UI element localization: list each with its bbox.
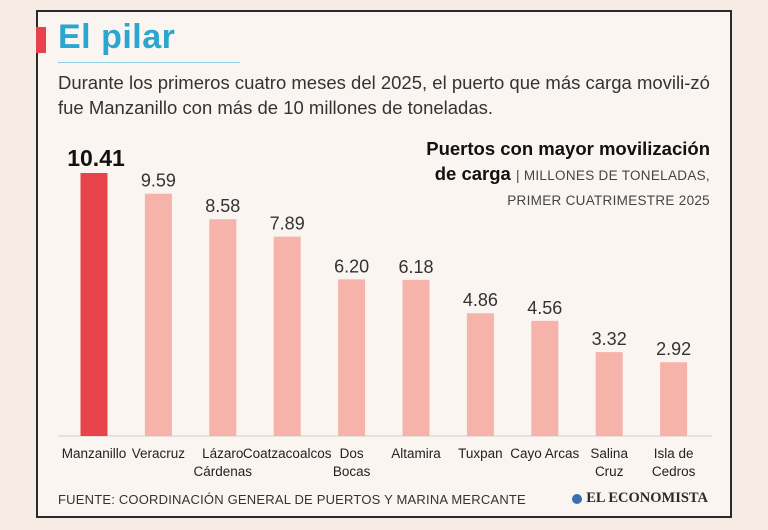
bar-2: [209, 219, 237, 436]
title-accent-marker: [36, 27, 46, 53]
category-label-3-0: Coatzacoalcos: [243, 446, 332, 461]
brand-logo: EL ECONOMISTA: [572, 490, 708, 507]
bar-8: [595, 352, 623, 436]
source-note: FUENTE: COORDINACIÓN GENERAL DE PUERTOS …: [58, 492, 526, 507]
value-label-2: 8.58: [205, 196, 240, 216]
value-label-0: 10.41: [67, 145, 125, 171]
value-label-8: 3.32: [592, 329, 627, 349]
chart-heading: Puertos con mayor movilización de carga …: [426, 136, 710, 213]
bar-4: [338, 279, 366, 436]
category-label-4-0: Dos: [340, 446, 364, 461]
chart-heading-line1: Puertos con mayor movilización: [426, 138, 710, 159]
category-label-7-0: Cayo Arcas: [510, 446, 579, 461]
value-label-7: 4.56: [527, 298, 562, 318]
category-label-2-0: Lázaro: [202, 446, 243, 461]
chart-heading-line2: de carga: [434, 163, 511, 184]
page-subtitle: Durante los primeros cuatro meses del 20…: [58, 72, 710, 118]
category-label-0-0: Manzanillo: [62, 446, 127, 461]
bar-1: [144, 193, 172, 436]
value-label-5: 6.18: [398, 257, 433, 277]
bar-5: [402, 279, 430, 436]
brand-globe-icon: [572, 493, 583, 504]
title-underline: [58, 62, 240, 63]
category-label-2-1: Cárdenas: [194, 464, 253, 479]
value-label-1: 9.59: [141, 171, 176, 191]
category-label-9-0: Isla de: [654, 446, 694, 461]
category-label-8-0: Salina: [590, 446, 628, 461]
bar-0: [80, 173, 108, 436]
category-label-1-0: Veracruz: [132, 446, 186, 461]
bar-7: [531, 320, 559, 436]
category-label-8-1: Cruz: [595, 464, 624, 479]
brand-name: EL ECONOMISTA: [586, 490, 708, 506]
chart-unit-label: | MILLONES DE TONELADAS,: [515, 168, 710, 183]
value-label-3: 7.89: [270, 214, 305, 234]
category-label-9-1: Cedros: [652, 464, 696, 479]
value-label-6: 4.86: [463, 290, 498, 310]
bar-9: [660, 362, 688, 436]
value-label-4: 6.20: [334, 256, 369, 276]
category-label-4-1: Bocas: [333, 464, 371, 479]
value-label-9: 2.92: [656, 339, 691, 359]
bar-6: [466, 313, 494, 436]
bar-3: [273, 236, 301, 436]
category-label-5-0: Altamira: [391, 446, 441, 461]
page-title: El pilar: [58, 18, 176, 56]
chart-period-label: PRIMER CUATRIMESTRE 2025: [507, 193, 710, 208]
category-label-6-0: Tuxpan: [458, 446, 503, 461]
